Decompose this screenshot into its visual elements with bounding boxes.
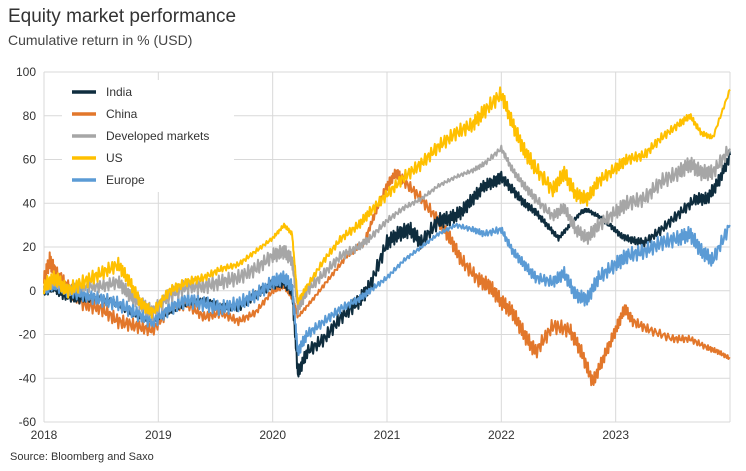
y-tick-label: 60 <box>23 153 37 167</box>
series-line-developed-markets <box>43 144 731 322</box>
y-tick-label: -20 <box>19 328 37 342</box>
x-tick-label: 2018 <box>31 428 58 442</box>
y-tick-label: 20 <box>23 240 37 254</box>
x-tick-label: 2021 <box>374 428 401 442</box>
y-tick-label: 100 <box>16 65 36 79</box>
x-tick-label: 2019 <box>145 428 172 442</box>
legend: India China Developed markets US Europe <box>62 80 234 192</box>
x-tick-label: 2020 <box>259 428 286 442</box>
y-tick-label: -60 <box>19 415 37 429</box>
y-tick-label: -40 <box>19 371 37 385</box>
chart-title: Equity market performance <box>8 6 237 27</box>
y-axis: 100 80 60 40 20 0 -20 -40 -60 <box>16 65 36 429</box>
legend-label: China <box>106 107 138 121</box>
x-tick-label: 2023 <box>602 428 629 442</box>
legend-label: India <box>106 85 132 99</box>
y-tick-label: 0 <box>29 284 36 298</box>
series-line-europe <box>43 222 731 357</box>
legend-label: US <box>106 151 123 165</box>
x-tick-label: 2022 <box>488 428 515 442</box>
series-lines <box>43 86 731 387</box>
y-tick-label: 40 <box>23 196 37 210</box>
legend-label: Developed markets <box>106 129 209 143</box>
series-line-us <box>43 86 731 319</box>
legend-label: Europe <box>106 173 145 187</box>
y-tick-label: 80 <box>23 109 37 123</box>
source-note: Source: Bloomberg and Saxo <box>10 451 154 463</box>
chart-subtitle: Cumulative return in % (USD) <box>8 32 193 48</box>
x-axis: 2018 2019 2020 2021 2022 2023 <box>31 428 630 442</box>
